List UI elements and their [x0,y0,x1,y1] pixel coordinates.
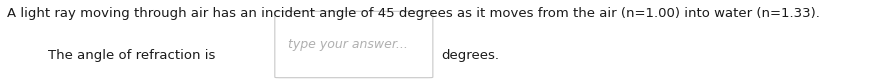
FancyBboxPatch shape [275,11,432,78]
Text: The angle of refraction is: The angle of refraction is [48,49,216,62]
Text: A light ray moving through air has an incident angle of 45 degrees as it moves f: A light ray moving through air has an in… [7,7,819,20]
Text: degrees.: degrees. [440,49,498,62]
Text: type your answer...: type your answer... [288,38,408,51]
